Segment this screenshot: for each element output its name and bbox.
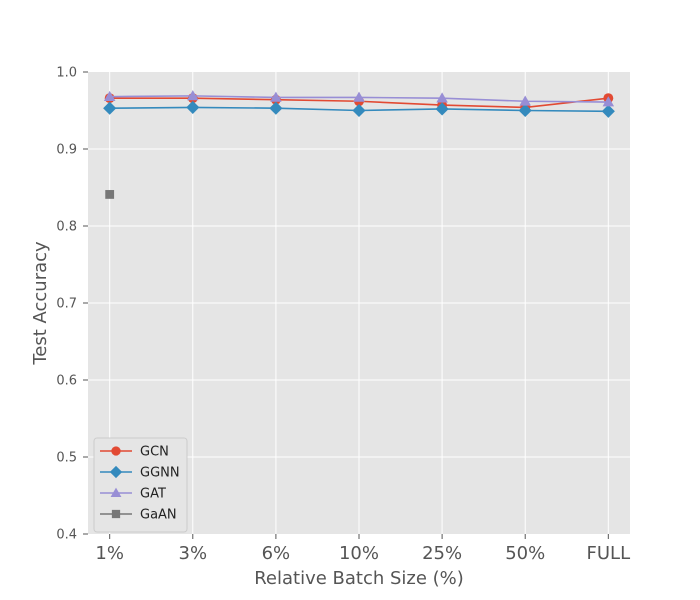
data-point-ggnn: [269, 101, 283, 115]
y-tick-label: 1.0: [56, 66, 77, 81]
legend-label-gaan: GaAN: [140, 508, 177, 523]
data-point-gat: [103, 90, 116, 101]
data-point-ggnn: [518, 103, 532, 118]
legend-item-gcn: GCN: [100, 445, 169, 460]
data-point-gat: [602, 96, 615, 107]
data-point-gaan: [105, 190, 115, 199]
x-tick-label: 6%: [262, 543, 291, 564]
legend-box: [93, 437, 188, 533]
y-tick-label: 0.7: [56, 297, 77, 312]
legend-label-ggnn: GGNN: [140, 466, 180, 481]
data-point-gat: [187, 90, 199, 101]
data-point-gat: [436, 92, 448, 103]
data-point-ggnn: [186, 100, 200, 114]
y-tick-label: 0.4: [56, 528, 77, 543]
legend-item-ggnn: GGNN: [100, 466, 180, 481]
x-tick-label: 10%: [339, 543, 379, 564]
data-point-ggnn: [103, 101, 117, 115]
legend-marker-ggnn: [109, 465, 123, 479]
legend-marker-gcn: [111, 446, 121, 456]
legend: GCN GGNN GAT GaAN: [93, 437, 188, 533]
y-tick-label: 0.5: [56, 451, 77, 466]
legend-marker-gaan: [111, 509, 121, 519]
legend-label-gcn: GCN: [140, 445, 169, 460]
y-tick-label: 0.9: [56, 143, 77, 158]
data-point-ggnn: [352, 103, 366, 118]
data-point-gat: [353, 91, 365, 102]
legend-item-gat: GAT: [100, 487, 166, 502]
y-tick-label: 0.6: [56, 374, 77, 389]
x-tick-label: 50%: [505, 543, 545, 564]
data-point-gat: [519, 95, 531, 106]
y-axis-label: Test Accuracy: [30, 241, 51, 366]
x-tick-label: 1%: [95, 543, 124, 564]
data-point-ggnn: [435, 102, 449, 116]
x-tick-label: FULL: [587, 543, 631, 564]
x-tick-label: 25%: [422, 543, 462, 564]
x-axis-ticks: 1% 3% 6% 10% 25% 50% FULL: [95, 534, 630, 564]
series-ggnn: [103, 100, 615, 118]
x-tick-label: 3%: [179, 543, 208, 564]
series-gaan: [105, 190, 115, 199]
x-axis-label: Relative Batch Size (%): [254, 568, 464, 589]
data-point-ggnn: [601, 104, 615, 118]
y-tick-label: 0.8: [56, 220, 77, 235]
data-point-gat: [270, 91, 282, 102]
legend-item-gaan: GaAN: [100, 508, 177, 523]
legend-marker-gat: [110, 487, 122, 498]
y-axis-ticks: 0.4 0.5 0.6 0.7 0.8 0.9 1.0: [56, 66, 88, 543]
series-gat: [103, 90, 615, 107]
grid: [88, 72, 630, 534]
legend-label-gat: GAT: [140, 487, 166, 502]
series-group: [103, 90, 615, 199]
